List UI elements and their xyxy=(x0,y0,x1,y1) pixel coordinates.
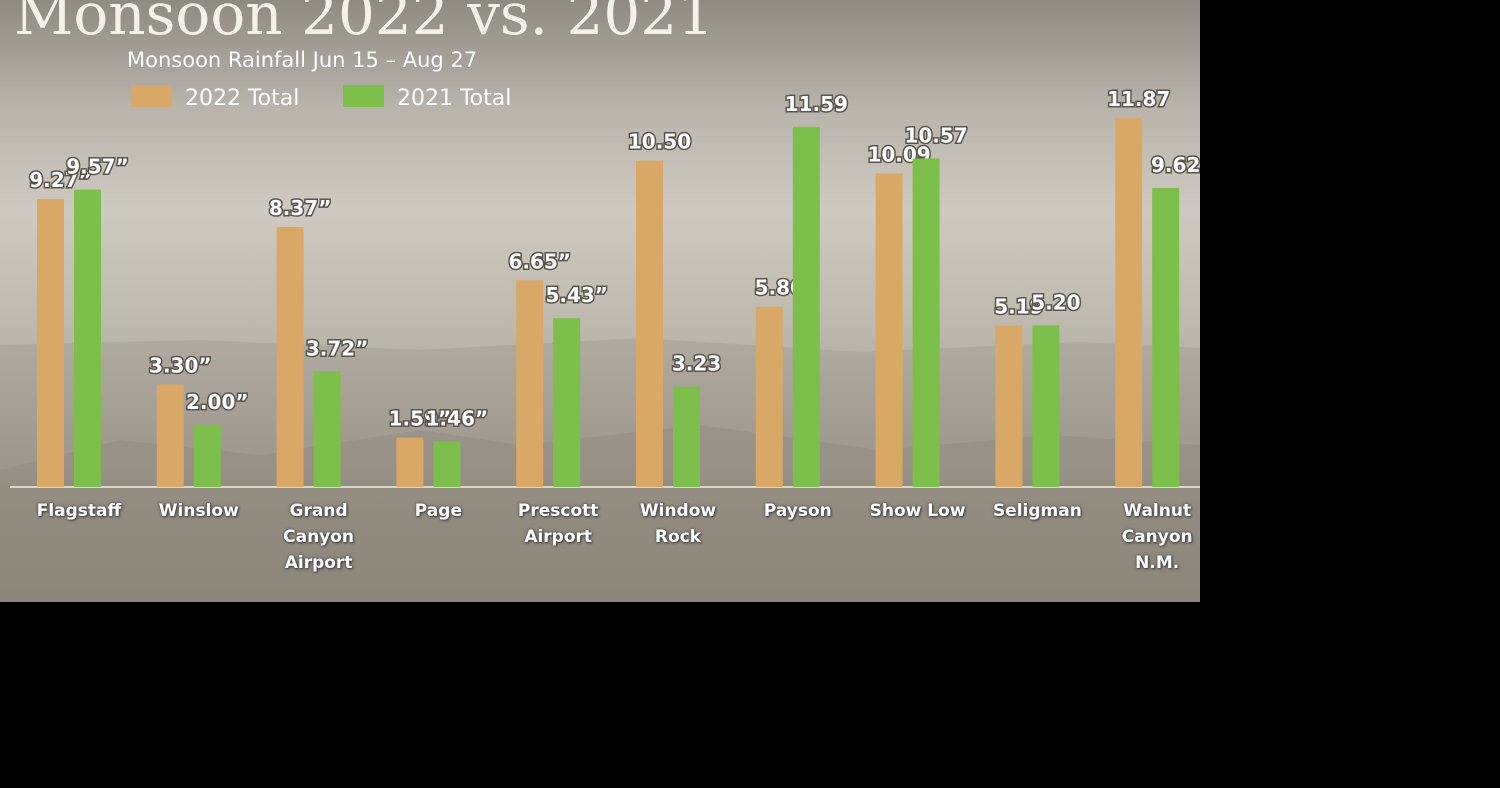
category-label: Grand Canyon Airport xyxy=(283,501,355,573)
value-label: 5.20 xyxy=(1031,290,1080,314)
value-label: 11.59 xyxy=(785,92,848,116)
category-label: Flagstaff xyxy=(36,501,122,521)
value-label: 3.30” xyxy=(149,353,212,377)
legend-label: 2022 Total xyxy=(185,86,299,111)
legend-label: 2021 Total xyxy=(397,86,511,111)
bar xyxy=(516,280,544,487)
value-label: 10.50 xyxy=(628,130,691,154)
bar xyxy=(1032,325,1060,487)
value-label: 1.59” xyxy=(389,407,452,431)
value-label: 2.00” xyxy=(186,390,249,414)
chart-title: Monsoon 2022 vs. 2021 xyxy=(14,0,714,48)
category-label: Walnut Canyon N.M. xyxy=(1121,501,1193,573)
bar xyxy=(433,441,461,487)
category-label: Winslow xyxy=(158,501,239,521)
bar xyxy=(636,160,663,487)
bar xyxy=(912,158,940,487)
value-label: 11.87 xyxy=(1107,87,1170,111)
bar xyxy=(276,226,304,487)
bar xyxy=(1115,118,1143,488)
category-label: Page xyxy=(414,501,462,521)
chart: Monsoon 2022 vs. 2021 Monsoon Rainfall J… xyxy=(0,0,1200,602)
legend-swatch xyxy=(131,85,172,107)
value-label: 3.23 xyxy=(672,352,721,376)
bar xyxy=(995,325,1023,487)
value-label: 6.65” xyxy=(508,249,571,273)
bar xyxy=(156,384,184,487)
value-label: 5.43” xyxy=(545,283,608,307)
value-label: 3.72” xyxy=(306,336,369,360)
bar xyxy=(1152,188,1180,487)
category-label: Payson xyxy=(763,501,832,521)
chart-panel: Monsoon 2022 vs. 2021 Monsoon Rainfall J… xyxy=(0,0,1200,602)
bar xyxy=(193,424,221,487)
value-label: 1.46” xyxy=(426,407,489,431)
value-label: 8.37” xyxy=(269,196,332,220)
bar xyxy=(755,306,783,487)
legend-swatch xyxy=(343,85,384,107)
bar xyxy=(673,386,700,487)
value-label: 9.62 xyxy=(1151,153,1200,177)
bar xyxy=(875,173,903,487)
value-label: 9.27” xyxy=(29,168,92,192)
category-label: Show Low xyxy=(869,501,966,521)
value-label: 9.57” xyxy=(66,155,129,179)
bar xyxy=(37,198,64,487)
category-label: Seligman xyxy=(992,501,1082,521)
category-label: Window Rock xyxy=(639,501,717,547)
bar xyxy=(74,189,101,488)
bar xyxy=(553,318,581,487)
bar xyxy=(792,126,820,487)
bar xyxy=(313,371,341,487)
value-label: 5.19 xyxy=(994,295,1043,319)
chart-subtitle: Monsoon Rainfall Jun 15 – Aug 27 xyxy=(127,48,477,72)
category-label: Prescott Airport xyxy=(517,501,599,547)
value-label: 10.57 xyxy=(904,123,967,147)
bar xyxy=(396,437,424,487)
